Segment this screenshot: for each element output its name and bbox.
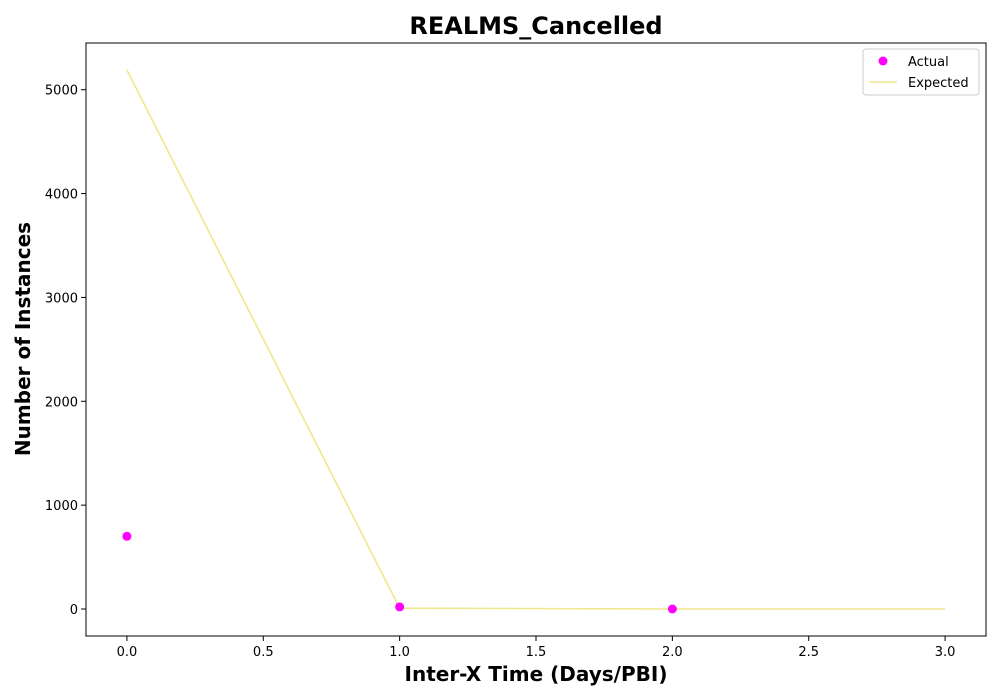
y-tick-label: 5000 [45, 84, 78, 99]
legend-entry-label: Actual [908, 55, 949, 70]
axis-ticks: 0.0 0.5 1.0 1.5 2.0 2.5 3.0 0 1000 2000 3000 4000 50… [45, 84, 956, 660]
x-tick-label: 1.0 [389, 645, 410, 660]
x-tick-label: 0.5 [253, 645, 274, 660]
x-axis-label: Inter-X Time (Days/PBI) [405, 662, 668, 686]
legend-marker-actual [878, 56, 888, 66]
chart-title: REALMS_Cancelled [409, 12, 662, 40]
x-tick-label: 0.0 [117, 645, 138, 660]
actual-data-point [395, 602, 405, 612]
legend-box [862, 48, 980, 96]
legend-entry-label: Expected [908, 76, 969, 91]
actual-data-point [667, 604, 677, 614]
plot-area [85, 42, 987, 637]
x-tick-label: 2.5 [798, 645, 819, 660]
chart-marks [122, 69, 946, 614]
legend: Actual Expected [862, 48, 980, 96]
x-tick-label: 1.5 [526, 645, 547, 660]
x-tick-label: 2.0 [662, 645, 683, 660]
x-tick-label: 3.0 [935, 645, 956, 660]
y-axis-label: Number of Instances [11, 222, 35, 456]
y-tick-label: 2000 [45, 395, 78, 410]
y-tick-label: 4000 [45, 188, 78, 203]
y-tick-label: 0 [70, 603, 78, 618]
y-tick-label: 3000 [45, 291, 78, 306]
actual-data-point [122, 531, 132, 541]
expected-series-line [126, 69, 946, 610]
y-tick-label: 1000 [45, 499, 78, 514]
